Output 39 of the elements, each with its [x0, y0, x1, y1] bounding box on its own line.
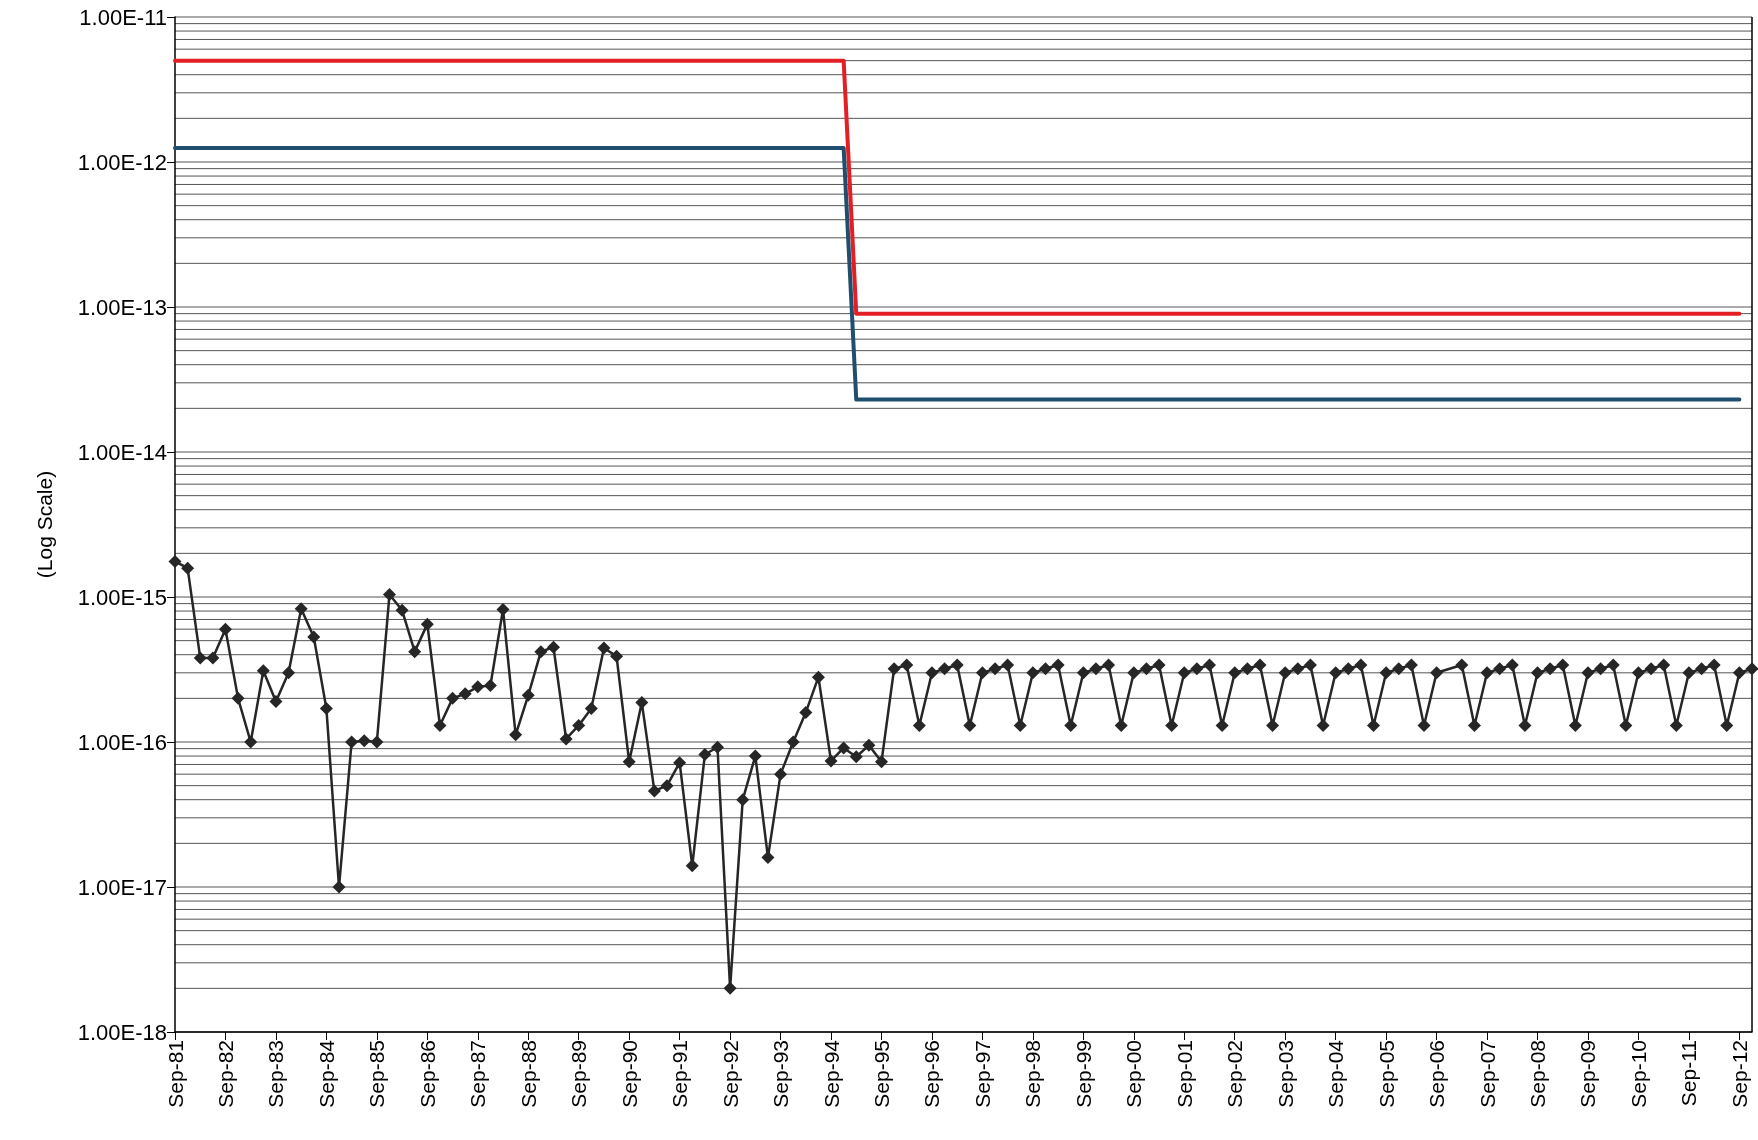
y-tick-label: 1.00E-14 [77, 439, 167, 465]
y-tick-label: 1.00E-11 [79, 4, 167, 30]
x-tick-label: Sep-11 [1677, 1040, 1701, 1107]
x-tick-label: Sep-94 [819, 1039, 843, 1108]
x-tick-label: Sep-06 [1425, 1040, 1449, 1108]
x-tick-label: Sep-03 [1273, 1040, 1297, 1108]
x-tick-label: Sep-83 [264, 1040, 288, 1108]
x-tick-label: Sep-02 [1223, 1040, 1247, 1108]
x-tick-label: Sep-05 [1374, 1040, 1398, 1108]
x-tick-label: Sep-90 [617, 1040, 641, 1108]
x-tick-label: Sep-87 [466, 1040, 490, 1108]
x-tick-label: Sep-92 [718, 1040, 742, 1108]
x-tick-label: Sep-99 [1071, 1040, 1095, 1108]
x-tick-label: Sep-91 [668, 1040, 692, 1108]
x-tick-label: Sep-95 [870, 1040, 893, 1108]
x-tick-label: Sep-89 [567, 1040, 591, 1108]
x-tick-label: Sep-12 [1727, 1040, 1751, 1108]
x-tick-label: Sep-82 [213, 1040, 237, 1108]
x-tick-label: Sep-97 [970, 1040, 994, 1108]
x-tick-label: Sep-88 [516, 1040, 540, 1108]
x-tick-label: Sep-04 [1324, 1039, 1348, 1108]
x-tick-label: Sep-09 [1576, 1040, 1600, 1108]
x-tick-label: Sep-96 [920, 1040, 944, 1108]
y-tick-label: 1.00E-13 [77, 294, 167, 320]
y-tick-label: 1.00E-16 [77, 729, 167, 755]
x-tick-label: Sep-10 [1626, 1040, 1650, 1108]
x-tick-label: Sep-93 [769, 1040, 793, 1108]
y-tick-label: 1.00E-17 [77, 874, 167, 900]
x-tick-label: Sep-00 [1122, 1040, 1146, 1108]
y-tick-label: 1.00E-15 [77, 584, 167, 610]
x-tick-label: Sep-84 [314, 1039, 338, 1108]
x-tick-label: Sep-01 [1172, 1040, 1196, 1108]
y-axis-title: (Log Scale) [33, 470, 56, 579]
y-tick-label: 1.00E-12 [77, 149, 167, 175]
x-tick-label: Sep-08 [1526, 1040, 1550, 1108]
x-tick-label: Sep-85 [365, 1040, 389, 1108]
x-tick-label: Sep-07 [1475, 1040, 1499, 1108]
x-tick-label: Sep-86 [415, 1040, 439, 1108]
x-tick-label: Sep-98 [1021, 1040, 1045, 1108]
